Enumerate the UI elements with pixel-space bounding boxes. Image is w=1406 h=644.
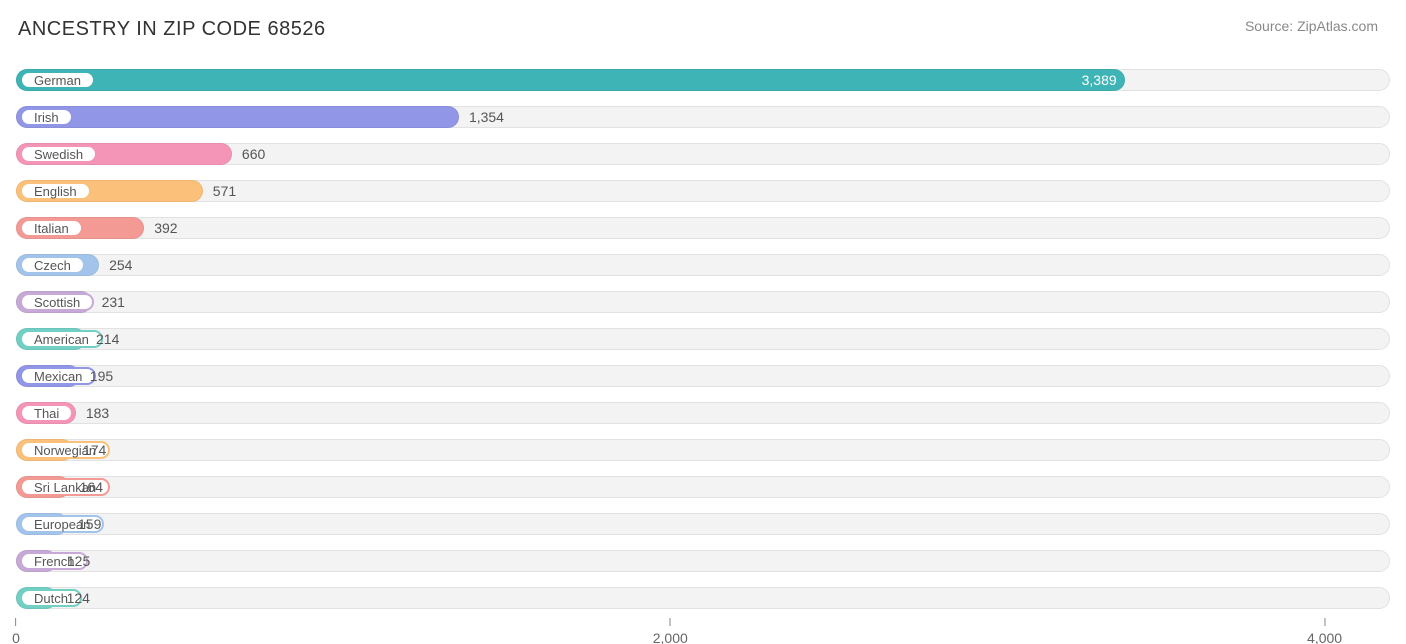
bar-row: American214 <box>16 322 1390 356</box>
bar <box>16 106 459 128</box>
value-label: 125 <box>67 550 90 572</box>
chart-source: Source: ZipAtlas.com <box>1245 18 1378 34</box>
category-pill: Irish <box>20 108 73 126</box>
bar-track <box>16 476 1390 498</box>
category-pill: Italian <box>20 219 83 237</box>
value-label: 174 <box>83 439 106 461</box>
chart-title: ANCESTRY IN ZIP CODE 68526 <box>18 18 1390 41</box>
axis-tick: 0 <box>12 618 20 644</box>
bar-row: Scottish 231 <box>16 285 1390 319</box>
bar-track <box>16 217 1390 239</box>
value-label: 214 <box>96 328 119 350</box>
bar-track <box>16 365 1390 387</box>
value-label: 164 <box>80 476 103 498</box>
bar-track <box>16 513 1390 535</box>
value-label: 124 <box>67 587 90 609</box>
axis-tick-mark <box>670 618 671 626</box>
axis-tick-mark <box>1324 618 1325 626</box>
chart-plot-area: German 3,389 Irish 1,354 Swedish 660 English 57… <box>16 63 1390 615</box>
bar-track <box>16 291 1390 313</box>
category-pill: Mexican <box>20 367 96 385</box>
bar-row: Mexican195 <box>16 359 1390 393</box>
value-label: 3,389 <box>1082 69 1117 91</box>
bar-row: French125 <box>16 544 1390 578</box>
value-label: 254 <box>109 254 132 276</box>
bar-track <box>16 254 1390 276</box>
bar-row: Sri Lankan164 <box>16 470 1390 504</box>
value-label: 392 <box>154 217 177 239</box>
category-pill: German <box>20 71 95 89</box>
value-label: 159 <box>78 513 101 535</box>
bar-track <box>16 328 1390 350</box>
axis-tick: 2,000 <box>653 618 688 644</box>
bar-row: Italian 392 <box>16 211 1390 245</box>
bar-row: Norwegian174 <box>16 433 1390 467</box>
bar-row: Thai 183 <box>16 396 1390 430</box>
bar-row: Dutch124 <box>16 581 1390 615</box>
chart-x-axis: 02,0004,000 <box>16 618 1390 644</box>
axis-tick: 4,000 <box>1307 618 1342 644</box>
bar-row: German 3,389 <box>16 63 1390 97</box>
axis-tick-mark <box>15 618 16 626</box>
category-pill: Thai <box>20 404 73 422</box>
category-pill: Swedish <box>20 145 97 163</box>
value-label: 660 <box>242 143 265 165</box>
bar-track <box>16 402 1390 424</box>
category-pill: English <box>20 182 91 200</box>
value-label: 1,354 <box>469 106 504 128</box>
axis-tick-label: 0 <box>12 630 20 644</box>
bar-row: Swedish 660 <box>16 137 1390 171</box>
category-pill: American <box>20 330 103 348</box>
ancestry-chart: ANCESTRY IN ZIP CODE 68526 Source: ZipAt… <box>0 0 1406 644</box>
value-label: 571 <box>213 180 236 202</box>
value-label: 195 <box>90 365 113 387</box>
bar-row: English 571 <box>16 174 1390 208</box>
value-label: 231 <box>102 291 125 313</box>
value-label: 183 <box>86 402 109 424</box>
bar-row: European159 <box>16 507 1390 541</box>
category-pill: Czech <box>20 256 85 274</box>
bar-track <box>16 439 1390 461</box>
axis-tick-label: 4,000 <box>1307 630 1342 644</box>
bar-track <box>16 587 1390 609</box>
bar <box>16 69 1125 91</box>
bar-row: Czech 254 <box>16 248 1390 282</box>
category-pill: Scottish <box>20 293 94 311</box>
bar-track <box>16 550 1390 572</box>
axis-tick-label: 2,000 <box>653 630 688 644</box>
bar-row: Irish 1,354 <box>16 100 1390 134</box>
